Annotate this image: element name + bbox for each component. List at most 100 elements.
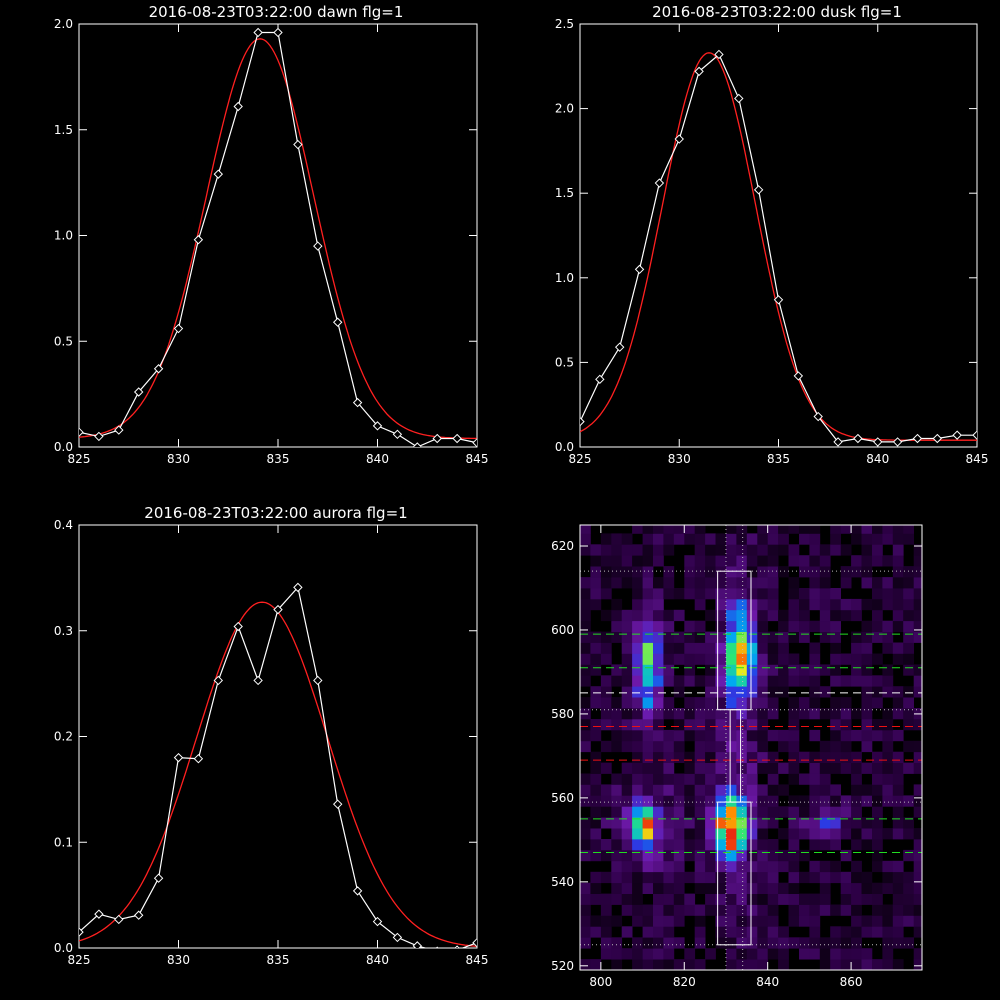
heatmap-cell <box>642 642 654 654</box>
heatmap-cell <box>819 839 831 851</box>
heatmap-cell <box>861 577 873 589</box>
dusk-y-tick-label: 2.0 <box>555 102 574 116</box>
heatmap-cell <box>580 926 591 938</box>
heatmap-cell <box>830 598 841 611</box>
heatmap-cell <box>673 751 685 763</box>
heatmap-cell <box>840 904 852 916</box>
heatmap-cell <box>600 708 612 720</box>
heatmap-cell <box>600 817 612 829</box>
heatmap-cell <box>819 598 831 611</box>
heatmap-cell <box>736 773 748 785</box>
heatmap-cell <box>590 588 602 600</box>
heatmap-cell <box>882 871 894 884</box>
heatmap-cell <box>913 849 922 862</box>
heatmap-cell <box>809 620 821 632</box>
heatmap-cell <box>580 631 591 643</box>
heatmap-cell <box>872 882 883 894</box>
heatmap-cell <box>809 697 821 709</box>
heatmap-cell <box>757 817 769 829</box>
heatmap-cell <box>736 751 748 763</box>
heatmap-cell <box>715 533 727 545</box>
dawn-x-tick-label: 825 <box>68 452 91 466</box>
heatmap-cell <box>788 697 800 709</box>
heatmap-cell <box>694 544 706 556</box>
heatmap-cell <box>663 609 675 622</box>
heatmap-cell <box>580 839 591 851</box>
heatmap-cell <box>799 948 810 960</box>
heatmap-cell <box>600 839 612 851</box>
heatmap-cell <box>632 948 643 960</box>
heatmap-cell <box>726 839 737 851</box>
heatmap-cell <box>903 882 914 894</box>
heatmap-cell <box>736 686 748 698</box>
heatmap-cell <box>872 675 883 687</box>
heatmap-cell <box>746 751 758 763</box>
heatmap-cell <box>715 555 727 567</box>
heatmap-cell <box>903 795 914 807</box>
heatmap-cell <box>600 740 612 753</box>
heatmap-cell <box>746 588 758 600</box>
heatmap-cell <box>746 828 758 840</box>
heatmap-cell <box>632 708 643 720</box>
dawn-y-tick-label: 2.0 <box>54 17 73 31</box>
heatmap-cell <box>694 860 706 873</box>
heatmap-cell <box>872 577 883 589</box>
heatmap-cell <box>632 893 643 905</box>
heatmap-cell <box>778 860 789 873</box>
heatmap-cell <box>757 697 769 709</box>
aurora-data-point <box>293 582 303 593</box>
heatmap-cell <box>892 751 904 763</box>
aurora-data-point <box>392 932 403 943</box>
heatmap-cell <box>840 806 852 818</box>
heatmap-cell <box>757 642 769 654</box>
heatmap-cell <box>663 784 675 796</box>
heatmap-cell <box>694 806 706 818</box>
heatmap-cell <box>882 675 894 687</box>
heatmap-cell <box>694 533 706 545</box>
heatmap-cell <box>642 577 654 589</box>
heatmap-cell <box>892 697 904 709</box>
heatmap-cell <box>757 926 769 938</box>
heatmap-cell <box>767 729 779 742</box>
heatmap-cell <box>611 675 623 687</box>
dusk-x-tick-label: 830 <box>668 452 691 466</box>
heatmap-cell <box>851 893 862 905</box>
heatmap-cell <box>757 664 769 676</box>
dusk-data-point <box>793 371 804 381</box>
heatmap-cell <box>830 784 841 796</box>
heatmap-cell <box>882 686 894 698</box>
heatmap-cell <box>851 817 862 829</box>
heatmap-cell <box>903 828 914 840</box>
heatmap-cell <box>913 871 922 884</box>
heatmap-cell <box>882 588 894 600</box>
heatmap-cell <box>788 555 800 567</box>
heatmap-cell <box>830 533 841 545</box>
heatmap-cell <box>632 544 643 556</box>
heatmap-cell <box>892 609 904 622</box>
heatmap-cell <box>799 598 810 611</box>
heatmap-cell <box>726 598 737 611</box>
heatmap-cell <box>600 915 612 927</box>
heatmap-cell <box>580 544 591 556</box>
heatmap-cell <box>611 719 623 731</box>
heatmap-cell <box>590 762 602 774</box>
heatmap-cell <box>590 653 602 665</box>
heatmap-cell <box>580 664 591 676</box>
aurora-data-point <box>332 799 343 809</box>
heatmap-cell <box>705 751 716 763</box>
dawn-data-point <box>352 397 363 408</box>
heatmap-cell <box>819 577 831 589</box>
heatmap-cell <box>799 849 810 862</box>
heatmap-cell <box>799 806 810 818</box>
heatmap-cell <box>913 926 922 938</box>
heatmap-cell <box>830 708 841 720</box>
heatmap-cell <box>590 849 602 862</box>
heatmap-cell <box>861 740 873 753</box>
heatmap-cell <box>746 664 758 676</box>
heatmap-cell <box>715 751 727 763</box>
heatmap-cell <box>767 860 779 873</box>
heatmap-cell <box>580 882 591 894</box>
heatmap-cell <box>757 762 769 774</box>
heatmap-cell <box>590 631 602 643</box>
heatmap-cell <box>799 620 810 632</box>
